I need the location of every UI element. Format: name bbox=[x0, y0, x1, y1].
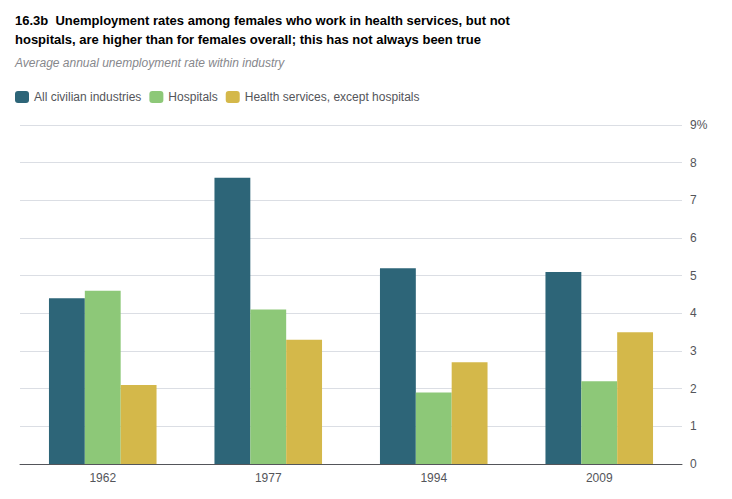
svg-text:1977: 1977 bbox=[255, 471, 282, 485]
svg-text:9%: 9% bbox=[690, 118, 708, 132]
svg-text:3: 3 bbox=[690, 344, 697, 358]
svg-text:2009: 2009 bbox=[586, 471, 613, 485]
svg-text:0: 0 bbox=[690, 457, 697, 471]
svg-text:8: 8 bbox=[690, 156, 697, 170]
svg-text:Average annual unemployment ra: Average annual unemployment rate within … bbox=[14, 56, 285, 70]
svg-text:6: 6 bbox=[690, 231, 697, 245]
svg-text:4: 4 bbox=[690, 306, 697, 320]
svg-text:Health services, except hospit: Health services, except hospitals bbox=[245, 90, 420, 104]
svg-text:hospitals, are higher than for: hospitals, are higher than for females o… bbox=[15, 32, 481, 47]
svg-text:Hospitals: Hospitals bbox=[168, 90, 217, 104]
svg-text:2: 2 bbox=[690, 382, 697, 396]
svg-text:All civilian industries: All civilian industries bbox=[34, 90, 141, 104]
svg-text:16.3b Unemployment rates amon: 16.3b Unemployment rates among females w… bbox=[15, 13, 511, 28]
svg-text:5: 5 bbox=[690, 269, 697, 283]
svg-text:1: 1 bbox=[690, 419, 697, 433]
svg-text:1994: 1994 bbox=[420, 471, 447, 485]
svg-text:1962: 1962 bbox=[89, 471, 116, 485]
svg-text:7: 7 bbox=[690, 193, 697, 207]
